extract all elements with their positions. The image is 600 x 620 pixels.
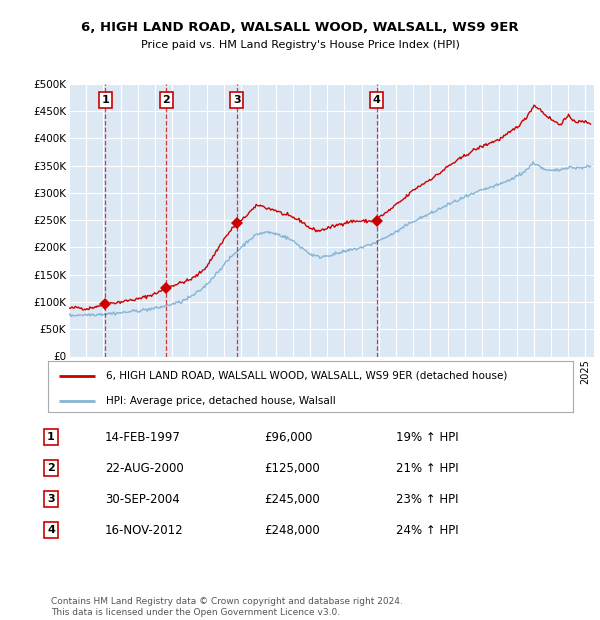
Text: Price paid vs. HM Land Registry's House Price Index (HPI): Price paid vs. HM Land Registry's House … xyxy=(140,40,460,50)
Text: £245,000: £245,000 xyxy=(264,493,320,505)
Text: HPI: Average price, detached house, Walsall: HPI: Average price, detached house, Wals… xyxy=(106,396,335,406)
Text: 19% ↑ HPI: 19% ↑ HPI xyxy=(396,431,458,443)
Text: Contains HM Land Registry data © Crown copyright and database right 2024.
This d: Contains HM Land Registry data © Crown c… xyxy=(51,598,403,617)
Text: 3: 3 xyxy=(233,95,241,105)
Text: 14-FEB-1997: 14-FEB-1997 xyxy=(105,431,181,443)
Text: 1: 1 xyxy=(101,95,109,105)
Text: £96,000: £96,000 xyxy=(264,431,313,443)
Text: 16-NOV-2012: 16-NOV-2012 xyxy=(105,524,184,536)
Text: 2: 2 xyxy=(163,95,170,105)
Text: 21% ↑ HPI: 21% ↑ HPI xyxy=(396,462,458,474)
Text: 1: 1 xyxy=(47,432,55,442)
Text: 23% ↑ HPI: 23% ↑ HPI xyxy=(396,493,458,505)
Text: 2: 2 xyxy=(47,463,55,473)
Text: 24% ↑ HPI: 24% ↑ HPI xyxy=(396,524,458,536)
Text: 3: 3 xyxy=(47,494,55,504)
Text: £125,000: £125,000 xyxy=(264,462,320,474)
Text: 4: 4 xyxy=(373,95,381,105)
Text: 30-SEP-2004: 30-SEP-2004 xyxy=(105,493,180,505)
Text: 6, HIGH LAND ROAD, WALSALL WOOD, WALSALL, WS9 9ER: 6, HIGH LAND ROAD, WALSALL WOOD, WALSALL… xyxy=(81,22,519,34)
Text: 6, HIGH LAND ROAD, WALSALL WOOD, WALSALL, WS9 9ER (detached house): 6, HIGH LAND ROAD, WALSALL WOOD, WALSALL… xyxy=(106,371,507,381)
Text: 22-AUG-2000: 22-AUG-2000 xyxy=(105,462,184,474)
Text: £248,000: £248,000 xyxy=(264,524,320,536)
Text: 4: 4 xyxy=(47,525,55,535)
